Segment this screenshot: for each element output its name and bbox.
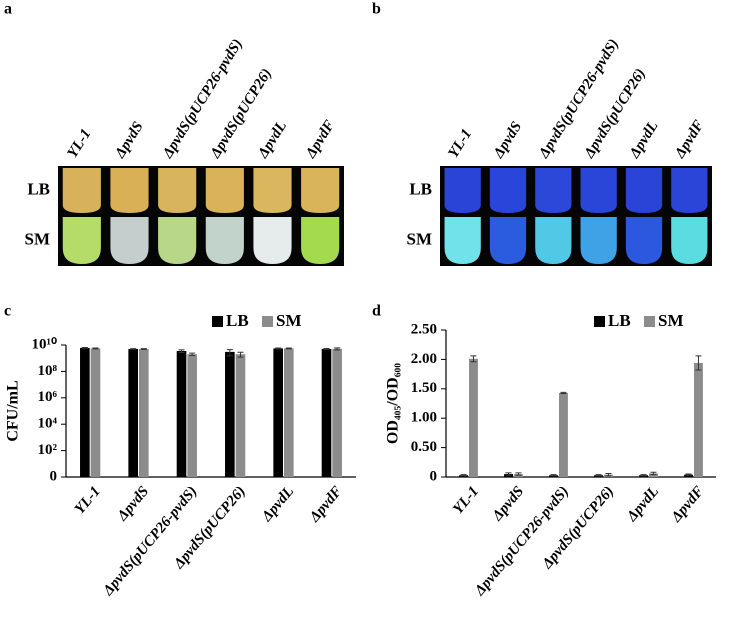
y-tick-label: 2.50	[411, 321, 437, 337]
y-axis-label: CFU/mL	[5, 380, 22, 441]
x-tick-label: ΔpvdS(pUCP26-pvdS)	[100, 483, 201, 599]
x-tick-label: ΔpvdS	[489, 483, 527, 524]
y-tick-label: 0	[430, 468, 438, 484]
strain-label: ΔpvdS(pUCP26-pvdS)	[536, 36, 623, 161]
bar	[469, 359, 478, 477]
tube	[110, 217, 148, 264]
tube	[158, 217, 196, 264]
legend-swatch	[644, 316, 655, 327]
tube	[158, 168, 196, 213]
panel-letter: d	[372, 303, 381, 320]
legend-swatch	[262, 316, 273, 327]
error-bar	[286, 348, 292, 349]
y-tick-label: 1.50	[411, 380, 437, 396]
tube	[301, 217, 339, 264]
tube	[445, 217, 481, 264]
tube	[581, 217, 617, 264]
strain-label: ΔpvdS	[490, 119, 525, 162]
row-label: SM	[25, 229, 51, 248]
legend-label: SM	[658, 311, 684, 330]
bar	[284, 348, 294, 477]
strain-label: ΔpvdS(pUCP26-pvdS)	[159, 36, 246, 161]
strain-label: ΔpvdL	[626, 118, 661, 161]
y-axis-label: OD₄₀₅/OD₆₀₀	[385, 363, 402, 444]
row-label: SM	[407, 229, 433, 248]
tube	[535, 168, 571, 213]
tube	[253, 168, 291, 213]
x-tick-label: ΔpvdF	[668, 483, 707, 526]
tube	[63, 217, 101, 264]
bar	[187, 354, 197, 477]
error-bar	[92, 348, 98, 349]
bar	[694, 363, 703, 477]
bar	[91, 348, 101, 477]
tube	[110, 168, 148, 213]
tube	[626, 217, 662, 264]
legend-label: SM	[276, 311, 302, 330]
error-bar	[324, 349, 330, 350]
bar	[80, 348, 90, 477]
legend-swatch	[212, 316, 223, 327]
strain-label: YL-1	[445, 126, 475, 161]
error-bar	[141, 349, 147, 350]
y-tick-label: 10⁴	[38, 416, 58, 432]
y-tick-label: 10⁶	[38, 389, 58, 405]
bar	[332, 349, 342, 477]
row-label: LB	[27, 179, 50, 198]
error-bar	[275, 348, 281, 349]
y-tick-label: 10²	[38, 442, 58, 458]
y-tick-label: 0	[50, 468, 58, 484]
bar	[128, 349, 138, 477]
tube	[301, 168, 339, 213]
tube	[253, 217, 291, 264]
strain-label: ΔpvdF	[302, 118, 338, 162]
panel-letter: c	[4, 303, 11, 320]
row-label: LB	[409, 179, 432, 198]
y-tick-label: 0.50	[411, 439, 437, 455]
tube	[206, 217, 244, 264]
tube	[671, 168, 707, 213]
bar	[225, 352, 235, 477]
bar	[273, 348, 283, 477]
x-tick-label: YL-1	[450, 483, 482, 517]
x-tick-label: ΔpvdL	[623, 483, 662, 525]
tube	[535, 217, 571, 264]
tube	[490, 168, 526, 213]
panel-letter: a	[4, 1, 12, 18]
error-bar	[130, 349, 136, 350]
tube	[63, 168, 101, 213]
bar	[322, 349, 332, 477]
strain-label: YL-1	[65, 126, 95, 161]
panel-letter: b	[372, 1, 381, 18]
tube	[490, 217, 526, 264]
strain-label: ΔpvdS	[112, 119, 147, 162]
x-tick-label: ΔpvdS	[114, 483, 152, 524]
x-tick-label: ΔpvdF	[306, 483, 345, 526]
strain-label: ΔpvdL	[255, 118, 290, 161]
x-tick-label: ΔpvdL	[258, 483, 297, 525]
x-tick-label: YL-1	[72, 483, 104, 517]
legend-label: LB	[226, 311, 249, 330]
y-tick-label: 2.00	[411, 351, 437, 367]
bar	[559, 393, 568, 477]
tube	[626, 168, 662, 213]
tube	[581, 168, 617, 213]
y-tick-label: 10¹⁰	[31, 336, 57, 352]
y-tick-label: 10⁸	[38, 363, 58, 379]
bar	[177, 351, 187, 477]
tube	[206, 168, 244, 213]
tube	[445, 168, 481, 213]
y-tick-label: 1.00	[411, 410, 437, 426]
error-bar	[82, 348, 88, 349]
bar	[236, 354, 246, 477]
strain-label: ΔpvdF	[672, 118, 708, 162]
bar	[139, 349, 149, 477]
legend-swatch	[594, 316, 605, 327]
legend-label: LB	[608, 311, 631, 330]
tube	[671, 217, 707, 264]
